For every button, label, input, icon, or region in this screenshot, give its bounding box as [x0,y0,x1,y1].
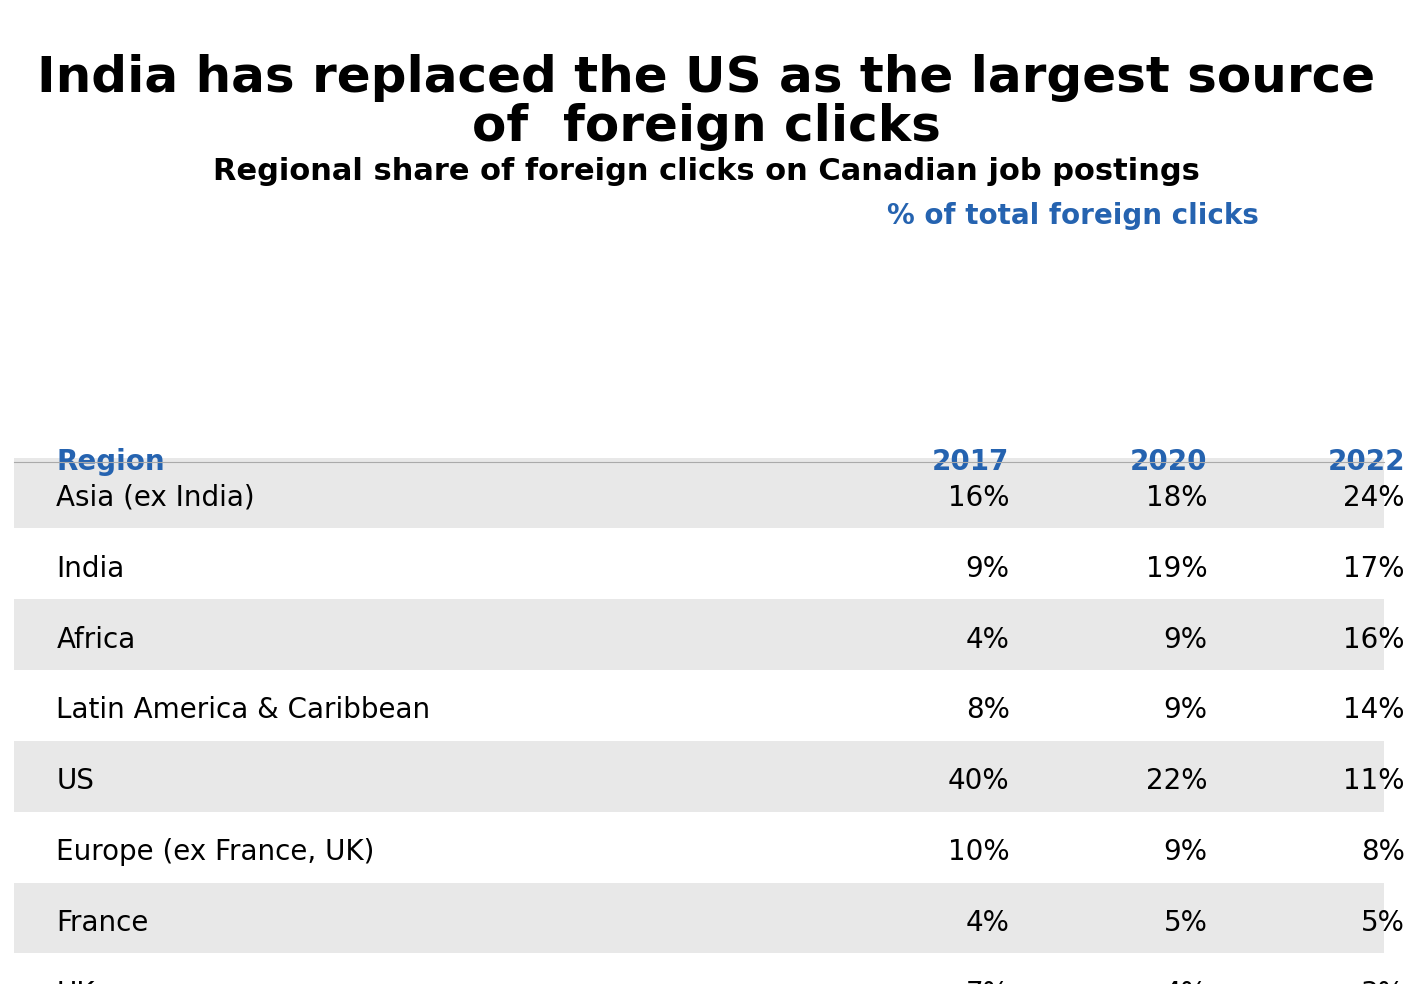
Text: Africa: Africa [56,626,136,653]
Text: 2022: 2022 [1327,448,1405,475]
Text: US: US [56,768,95,795]
Text: 24%: 24% [1343,484,1405,512]
Text: Region: Region [56,448,165,475]
Text: India: India [56,555,124,583]
Text: 5%: 5% [1361,909,1405,937]
Text: 19%: 19% [1145,555,1207,583]
Text: 2020: 2020 [1130,448,1207,475]
Text: 17%: 17% [1343,555,1405,583]
Text: France: France [56,909,148,937]
Text: 3%: 3% [1361,980,1405,984]
Text: 7%: 7% [966,980,1010,984]
Text: 11%: 11% [1343,768,1405,795]
Text: 9%: 9% [1163,697,1207,724]
Text: 10%: 10% [947,838,1010,866]
Text: 16%: 16% [1343,626,1405,653]
Text: 4%: 4% [966,626,1010,653]
Text: UK: UK [56,980,95,984]
Text: 40%: 40% [947,768,1010,795]
Text: 8%: 8% [966,697,1010,724]
Text: 18%: 18% [1145,484,1207,512]
Text: 22%: 22% [1145,768,1207,795]
Text: 5%: 5% [1163,909,1207,937]
Text: 4%: 4% [966,909,1010,937]
Text: 14%: 14% [1343,697,1405,724]
Text: 9%: 9% [1163,838,1207,866]
Text: India has replaced the US as the largest source: India has replaced the US as the largest… [37,54,1375,102]
Text: 8%: 8% [1361,838,1405,866]
Text: 9%: 9% [966,555,1010,583]
Text: % of total foreign clicks: % of total foreign clicks [887,202,1260,229]
Text: Europe (ex France, UK): Europe (ex France, UK) [56,838,374,866]
Text: Latin America & Caribbean: Latin America & Caribbean [56,697,431,724]
Text: 2017: 2017 [932,448,1010,475]
Text: 9%: 9% [1163,626,1207,653]
Text: 16%: 16% [947,484,1010,512]
Text: Asia (ex India): Asia (ex India) [56,484,256,512]
Text: Regional share of foreign clicks on Canadian job postings: Regional share of foreign clicks on Cana… [213,157,1199,186]
Text: 4%: 4% [1163,980,1207,984]
Text: of  foreign clicks: of foreign clicks [472,103,940,152]
